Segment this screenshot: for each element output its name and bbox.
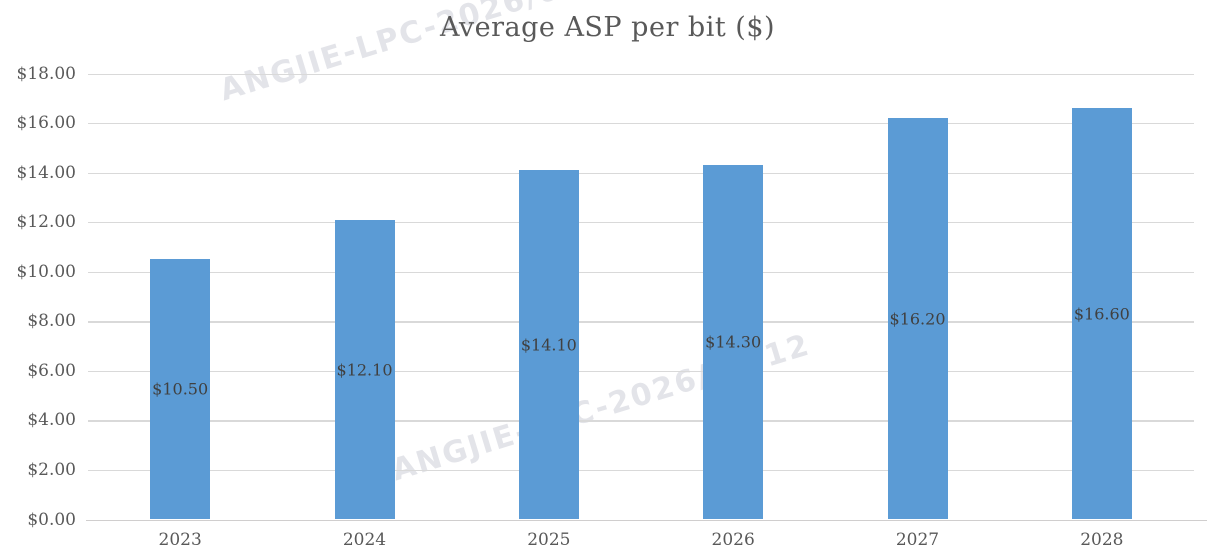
y-axis-tick-label: $8.00 [27, 311, 76, 332]
gridline [88, 469, 1194, 472]
x-axis-tick-label: 2025 [527, 530, 571, 550]
bar-value-label: $16.20 [889, 309, 946, 329]
gridline [88, 172, 1194, 174]
y-axis-tick-label: $16.00 [16, 113, 76, 134]
x-axis-tick-label: 2024 [342, 530, 387, 550]
bar [703, 165, 764, 520]
x-axis-tick-label: 2027 [895, 530, 940, 550]
gridline [88, 73, 1194, 75]
chart-title: Average ASP per bit ($) [439, 12, 776, 43]
y-axis-tick-label: $2.00 [27, 459, 76, 480]
y-axis-tick-label: $12.00 [16, 212, 76, 233]
gridline [88, 271, 1194, 274]
gridline [88, 222, 1194, 224]
x-axis-line [86, 519, 1207, 522]
gridline [88, 123, 1194, 125]
gridline [88, 370, 1194, 373]
bar-value-label: $10.50 [152, 379, 209, 399]
y-axis-tick-label: $0.00 [27, 509, 76, 530]
gridline [88, 321, 1194, 323]
x-axis-tick-label: 2023 [158, 530, 202, 550]
y-axis-tick-label: $6.00 [27, 360, 76, 381]
y-axis-tick-label: $4.00 [27, 410, 76, 431]
bar-value-label: $12.10 [336, 360, 393, 380]
bar [334, 219, 395, 520]
y-axis-tick-label: $18.00 [16, 63, 76, 84]
y-axis-tick-label: $10.00 [16, 261, 76, 282]
bar [1071, 108, 1132, 520]
y-axis-tick-label: $14.00 [16, 162, 76, 183]
bar-value-label: $16.60 [1073, 304, 1130, 324]
bar [150, 259, 211, 520]
bar [518, 170, 579, 520]
bar-value-label: $14.30 [705, 332, 762, 352]
bar-value-label: $14.10 [520, 335, 577, 355]
x-axis-tick-label: 2028 [1080, 530, 1124, 550]
gridline [88, 420, 1194, 422]
bar [887, 118, 948, 520]
x-axis-tick-label: 2026 [711, 530, 755, 550]
